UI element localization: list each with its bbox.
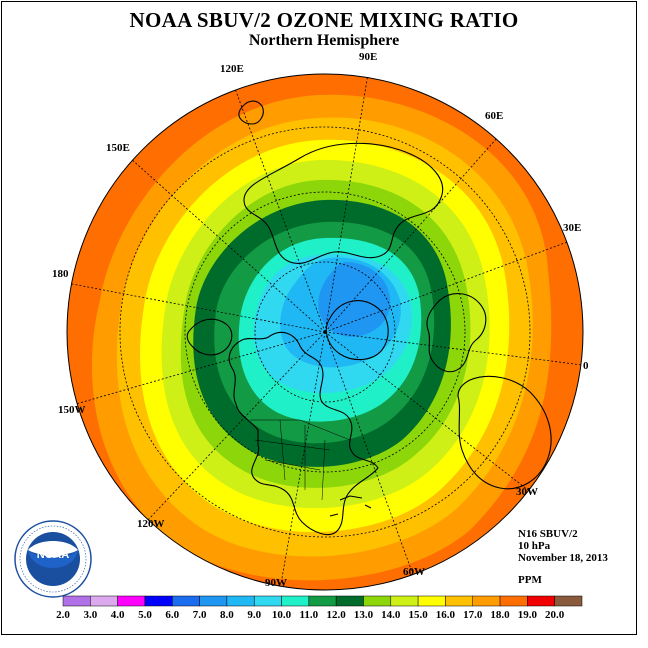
- noaa-logo: NOAA: [14, 520, 92, 598]
- colorbar-tick-label: 18.0: [490, 609, 510, 621]
- colorbar-tick-label: 14.0: [381, 609, 401, 621]
- colorbar-tick-label: 6.0: [165, 609, 180, 621]
- asia-coast: [243, 142, 444, 264]
- north-america-coast: [228, 331, 379, 536]
- colorbar-tick-label: 10.0: [271, 609, 292, 621]
- colorbar-cell: [527, 595, 555, 607]
- colorbar-tick-label: 11.0: [299, 609, 319, 621]
- colorbar-cell: [199, 595, 228, 607]
- colorbar-cell: [281, 595, 310, 607]
- alaska-coast: [186, 318, 233, 356]
- colorbar-cell: [62, 595, 91, 607]
- africa-coast: [457, 375, 552, 490]
- colorbar-tick-label: 7.0: [192, 609, 207, 621]
- colorbar-cell: [172, 595, 200, 607]
- colorbar-tick-label: 20.0: [545, 609, 565, 621]
- colorbar-tick-label: 13.0: [353, 609, 374, 621]
- colorbar-cell: [144, 595, 173, 607]
- lon-label-60e: 60E: [485, 110, 504, 122]
- colorbar-cell: [417, 595, 446, 607]
- colorbar-cell: [117, 595, 146, 607]
- info-units: PPM: [518, 574, 542, 586]
- lon-label-150w: 150W: [58, 404, 86, 416]
- colorbar-tick-label: 12.0: [326, 609, 346, 621]
- colorbar-tick-label: 3.0: [83, 609, 98, 621]
- greenland-coast: [325, 300, 389, 361]
- colorbar-tick-label: 17.0: [463, 609, 483, 621]
- graticule: [71, 74, 583, 585]
- lon-label-0: 0: [583, 360, 589, 372]
- info-date: November 18, 2013: [518, 552, 608, 564]
- caribbean-islands: [329, 495, 372, 517]
- lon-label-150e: 150E: [106, 142, 130, 154]
- colorbar-cell: [445, 595, 473, 607]
- logo-text: NOAA: [37, 549, 69, 561]
- colorbar-tick-label: 16.0: [435, 609, 456, 621]
- us-state-borders: [250, 419, 351, 501]
- lon-label-180: 180: [52, 268, 69, 280]
- lon-label-120w: 120W: [137, 518, 165, 530]
- colorbar-cell: [308, 595, 337, 607]
- colorbar-tick-label: 5.0: [138, 609, 152, 621]
- colorbar-tick-label: 4.0: [110, 609, 125, 621]
- colorbar-tick-label: 19.0: [517, 609, 537, 621]
- info-level: 10 hPa: [518, 540, 551, 552]
- colorbar-cell: [253, 595, 282, 607]
- figure-frame: [1, 1, 637, 635]
- colorbar-cell: [499, 595, 528, 607]
- lon-label-90e: 90E: [359, 51, 378, 63]
- colorbar-cell: [226, 595, 255, 607]
- info-instrument: N16 SBUV/2: [518, 528, 578, 540]
- lon-label-120e: 120E: [220, 63, 244, 75]
- lon-label-30e: 30E: [563, 222, 582, 234]
- colorbar-cell: [554, 595, 583, 607]
- globe-outline: [66, 73, 584, 591]
- colorbar-cell: [90, 595, 118, 607]
- japan-coast: [238, 100, 264, 125]
- colorbar-tick-label: 15.0: [408, 609, 428, 621]
- colorbar-cell: [390, 595, 419, 607]
- colorbar-tick-label: 9.0: [247, 609, 262, 621]
- colorbar-cell: [363, 595, 392, 607]
- page-subtitle: Northern Hemisphere: [248, 32, 400, 49]
- page-title: NOAA SBUV/2 OZONE MIXING RATIO: [129, 8, 519, 32]
- colorbar-cell: [335, 595, 364, 607]
- colorbar-tick-label: 8.0: [220, 609, 234, 621]
- lon-label-30w: 30W: [516, 486, 538, 498]
- colorbar-tick-label: 2.0: [56, 609, 70, 621]
- lon-label-60w: 60W: [403, 566, 425, 578]
- colorbar-cell: [472, 595, 501, 607]
- lon-label-90w: 90W: [265, 577, 287, 589]
